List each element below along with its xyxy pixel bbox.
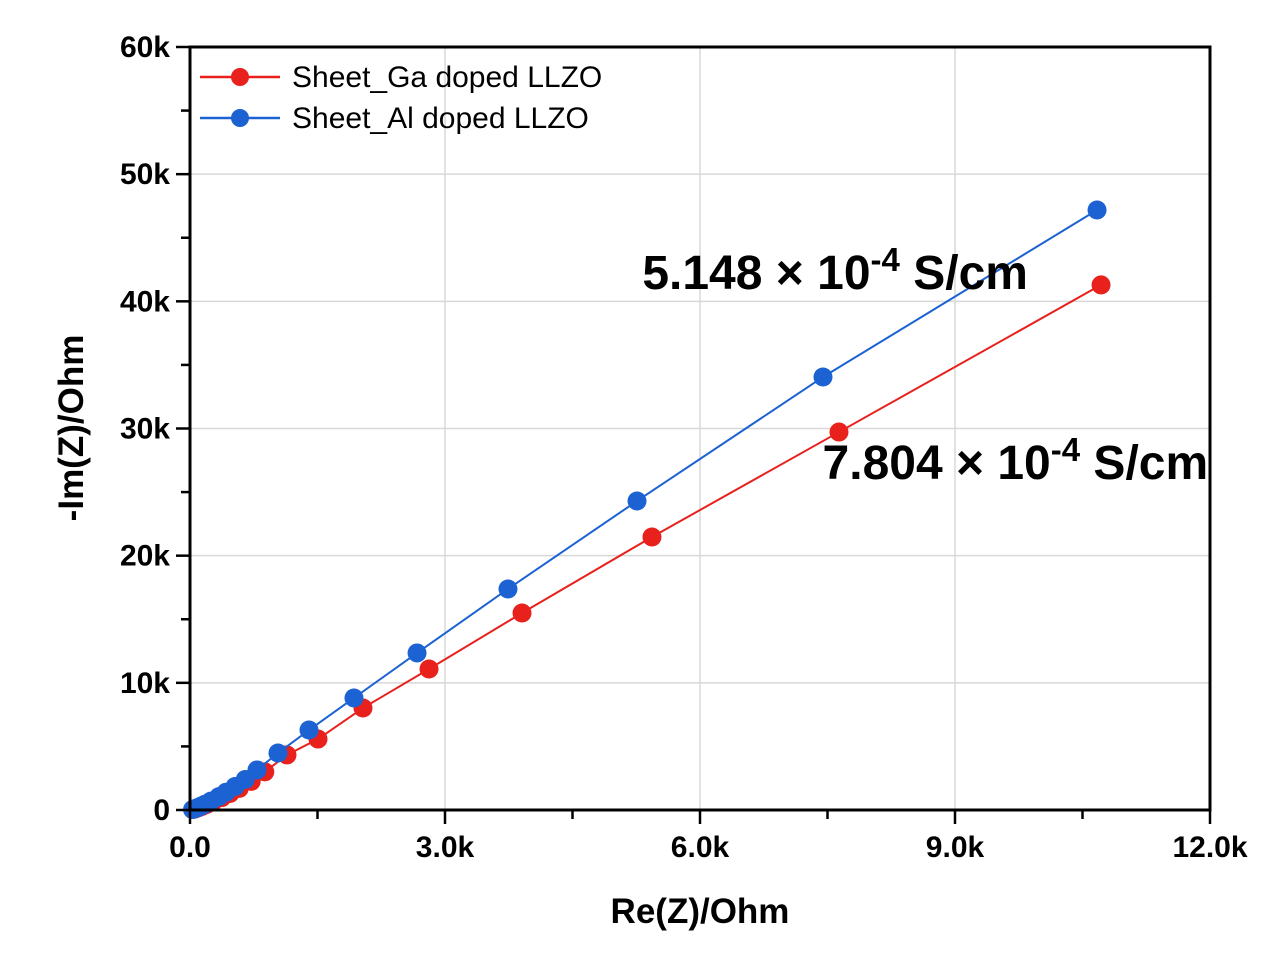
data-point <box>1087 200 1107 220</box>
conductivity-annotation: 7.804 × 10-4 S/cm <box>823 431 1209 490</box>
legend-item: Sheet_Al doped LLZO <box>200 102 589 135</box>
data-point <box>829 422 849 442</box>
y-tick-label: 20k <box>120 540 170 573</box>
legend-label: Sheet_Ga doped LLZO <box>292 61 602 94</box>
data-point <box>299 720 319 740</box>
data-point <box>247 760 267 780</box>
series-sheet-ga-doped-llzo <box>183 275 1111 819</box>
y-tick-label: 60k <box>120 31 170 64</box>
data-point <box>268 743 288 763</box>
data-point <box>627 491 647 511</box>
x-tick-label: 9.0k <box>926 831 985 864</box>
x-tick-label: 12.0k <box>1172 831 1247 864</box>
data-point <box>1091 275 1111 295</box>
y-tick-label: 50k <box>120 158 170 191</box>
data-point <box>407 643 427 663</box>
annotations: 5.148 × 10-4 S/cm 7.804 × 10-4 S/cm <box>642 241 1208 490</box>
series-sheet-al-doped-llzo <box>183 200 1107 819</box>
data-point <box>498 579 518 599</box>
axis-ticks <box>176 45 1212 824</box>
data-point <box>813 367 833 387</box>
x-tick-label: 3.0k <box>416 831 475 864</box>
data-point <box>642 527 662 547</box>
conductivity-annotation: 5.148 × 10-4 S/cm <box>642 241 1028 300</box>
y-axis-title: -Im(Z)/Ohm <box>52 335 91 522</box>
series-line <box>192 284 1102 811</box>
axis-tick-labels: 0.0 3.0k 6.0k 9.0k 12.0k 0 10k 20k 30k 40k 50k 60k <box>120 31 1248 864</box>
data-point <box>512 603 532 623</box>
x-tick-label: 0.0 <box>169 831 211 864</box>
x-axis-title: Re(Z)/Ohm <box>611 892 790 931</box>
data-point <box>344 688 364 708</box>
y-tick-label: 30k <box>120 413 170 446</box>
legend: Sheet_Ga doped LLZO Sheet_Al doped LLZO <box>200 61 602 135</box>
gridlines <box>190 47 1210 810</box>
legend-marker <box>231 109 249 127</box>
legend-marker <box>231 68 249 86</box>
x-tick-label: 6.0k <box>671 831 730 864</box>
y-tick-label: 0 <box>153 794 170 827</box>
legend-item: Sheet_Ga doped LLZO <box>200 61 602 94</box>
legend-label: Sheet_Al doped LLZO <box>292 102 589 135</box>
data-point <box>419 659 439 679</box>
y-tick-label: 10k <box>120 667 170 700</box>
y-tick-label: 40k <box>120 285 170 318</box>
